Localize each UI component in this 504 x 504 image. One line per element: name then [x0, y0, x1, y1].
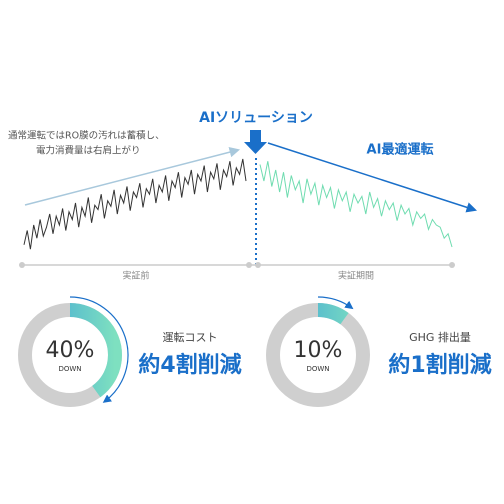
- rising-arrow: [24, 147, 241, 206]
- phase-label: 実証前: [122, 270, 149, 282]
- progress-arrow: [317, 296, 354, 310]
- timeline-dot: [449, 262, 455, 268]
- donut-value: 40%: [46, 338, 95, 363]
- donut-value: 10%: [294, 338, 343, 363]
- caption: 運転コスト: [163, 331, 218, 344]
- donut-sub: DOWN: [306, 365, 329, 373]
- headline: 約4割削減: [138, 352, 241, 378]
- ai-optimal-label: AI最適運転: [367, 142, 434, 158]
- timeline-dot: [19, 262, 25, 268]
- caption: GHG 排出量: [409, 330, 471, 344]
- headline: 約1割削減: [388, 352, 491, 378]
- annotation: 電力消費量は右肩上がり: [36, 145, 141, 157]
- timeline-dot: [246, 262, 252, 268]
- annotation: 通常運転ではRO膜の汚れは蓄積し、: [8, 130, 165, 142]
- timeline-dot: [255, 262, 261, 268]
- series-line: [23, 158, 247, 250]
- phase-label: 実証期間: [338, 270, 374, 282]
- falling-arrow: [267, 142, 477, 213]
- donut-arc: [18, 303, 122, 407]
- donut-sub: DOWN: [58, 365, 81, 373]
- down-arrow: [244, 130, 267, 154]
- series-line: [259, 161, 453, 248]
- progress-arrow: [69, 296, 129, 403]
- donut-arc: [266, 303, 370, 407]
- ai-solution-label: AIソリューション: [199, 110, 313, 126]
